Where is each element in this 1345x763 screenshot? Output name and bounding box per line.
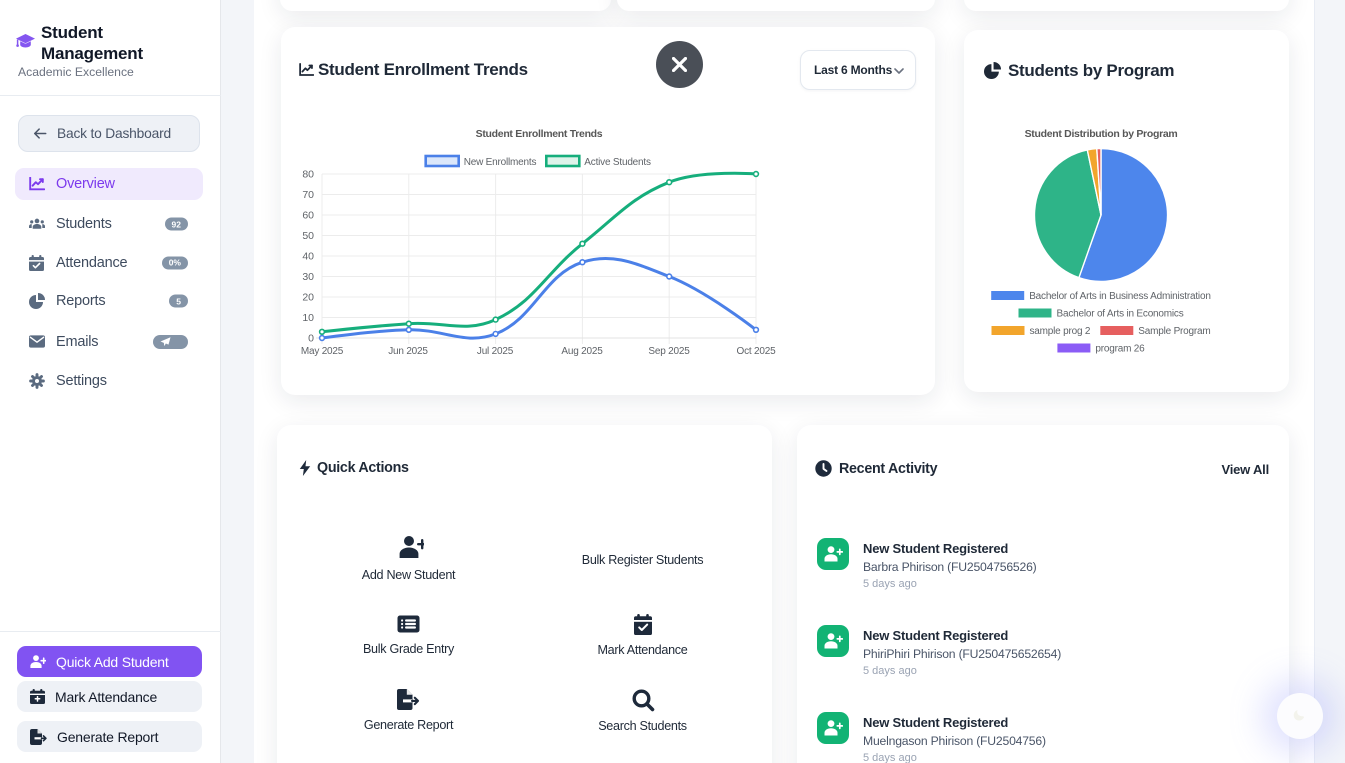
svg-text:Sample Program: Sample Program <box>1138 326 1210 337</box>
svg-text:Sep 2025: Sep 2025 <box>648 346 690 357</box>
svg-text:80: 80 <box>302 169 314 181</box>
svg-text:10: 10 <box>302 312 314 324</box>
svg-text:30: 30 <box>302 271 314 283</box>
svg-text:50: 50 <box>302 230 314 242</box>
svg-text:Student Distribution by Progra: Student Distribution by Program <box>1025 128 1178 140</box>
svg-text:New Enrollments: New Enrollments <box>464 157 537 168</box>
svg-text:60: 60 <box>302 210 314 222</box>
svg-text:Aug 2025: Aug 2025 <box>561 346 603 357</box>
svg-text:40: 40 <box>302 251 314 263</box>
svg-text:Jul 2025: Jul 2025 <box>477 346 514 357</box>
svg-text:Active Students: Active Students <box>584 157 651 168</box>
svg-text:Bachelor of Arts in Economics: Bachelor of Arts in Economics <box>1057 309 1184 320</box>
svg-text:May 2025: May 2025 <box>301 346 344 357</box>
svg-text:20: 20 <box>302 292 314 304</box>
svg-text:program 26: program 26 <box>1095 344 1145 355</box>
svg-text:Student Enrollment Trends: Student Enrollment Trends <box>476 128 603 140</box>
svg-text:Oct 2025: Oct 2025 <box>737 346 777 357</box>
svg-text:sample prog 2: sample prog 2 <box>1030 326 1091 337</box>
svg-text:Bachelor of Arts in Business A: Bachelor of Arts in Business Administrat… <box>1029 291 1211 302</box>
svg-text:70: 70 <box>302 189 314 201</box>
svg-text:0: 0 <box>308 333 314 345</box>
svg-text:Jun 2025: Jun 2025 <box>388 346 428 357</box>
